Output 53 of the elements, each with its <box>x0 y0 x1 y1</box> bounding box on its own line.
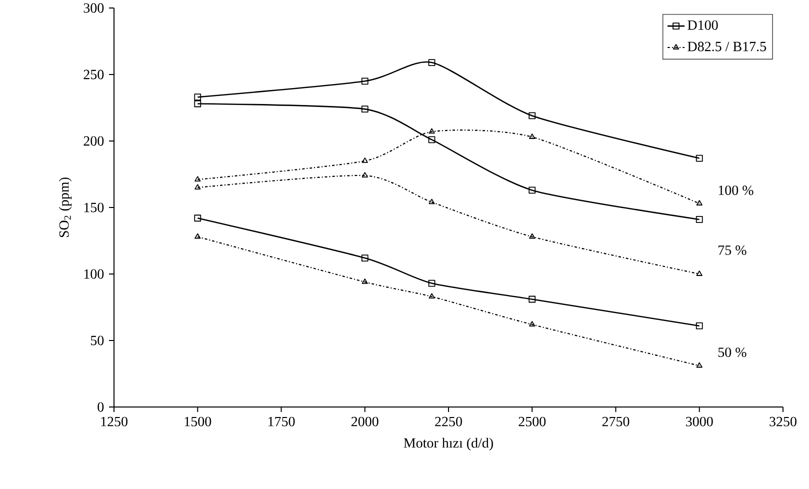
x-tick-label: 3250 <box>770 416 796 426</box>
point <box>194 176 201 182</box>
point <box>696 270 702 276</box>
y-tick-label: 100 <box>84 269 104 279</box>
point <box>361 106 368 113</box>
x-tick-label: 1500 <box>184 416 212 426</box>
x-tick-label: 2250 <box>435 416 462 426</box>
point <box>696 216 703 223</box>
point <box>428 59 436 66</box>
point <box>194 184 201 190</box>
point <box>194 94 202 101</box>
point <box>528 296 536 303</box>
point <box>428 128 435 134</box>
y-tick-label: 50 <box>90 336 104 346</box>
point <box>362 278 368 284</box>
point <box>428 280 436 287</box>
point <box>194 100 202 108</box>
point <box>428 293 435 299</box>
x-tick-label: 3000 <box>686 416 713 426</box>
legend-label: D82.5 / B17.5 <box>688 42 766 52</box>
point <box>361 254 368 262</box>
y-tick-label: 300 <box>84 3 104 13</box>
point <box>528 112 536 120</box>
x-tick-label: 1250 <box>101 416 128 426</box>
point <box>696 362 702 368</box>
point <box>361 78 368 85</box>
annotation: 100 % <box>718 186 754 196</box>
y-tick-label: 250 <box>84 70 104 80</box>
y-tick-label: 150 <box>84 202 104 212</box>
point <box>362 172 368 178</box>
point <box>529 233 536 239</box>
y-tick-label: 200 <box>84 136 104 146</box>
point <box>696 200 702 206</box>
point <box>696 154 703 162</box>
point <box>362 157 368 163</box>
point <box>428 198 435 204</box>
point <box>528 186 536 194</box>
point <box>529 321 536 326</box>
point <box>428 136 436 144</box>
point <box>194 233 201 239</box>
x-tick-label: 2000 <box>351 416 378 426</box>
x-tick-label: 2500 <box>518 416 546 426</box>
point <box>696 322 703 330</box>
x-axis-title: Motor hızı (d/d) <box>404 438 493 451</box>
point <box>529 134 536 139</box>
x-tick-label: 2750 <box>602 416 630 426</box>
annotation: 50 % <box>718 348 746 358</box>
annotation: 75 % <box>718 245 746 255</box>
point <box>194 214 202 222</box>
legend-label: D100 <box>688 20 718 30</box>
y-tick-label: 0 <box>98 402 104 412</box>
y-axis-title: SO$_{2}$ (ppm) <box>58 178 72 238</box>
x-tick-label: 1750 <box>268 416 295 426</box>
